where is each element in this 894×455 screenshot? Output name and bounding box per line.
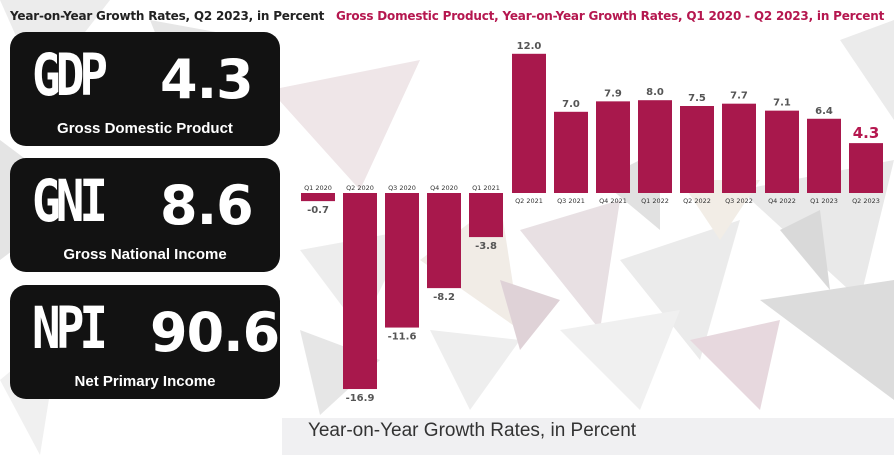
gni-abbreviation: GNI <box>32 167 108 235</box>
bottom-caption: Year-on-Year Growth Rates, in Percent <box>307 420 637 441</box>
chart-title: Gross Domestic Product, Year-on-Year Gro… <box>336 9 885 23</box>
value-label: -11.6 <box>388 332 417 343</box>
gdp-abbreviation: GDP <box>32 41 108 109</box>
bar-q2-2020 <box>343 193 377 390</box>
value-label: 12.0 <box>517 41 542 52</box>
value-label: -16.9 <box>346 393 375 404</box>
value-label: 7.1 <box>773 98 791 109</box>
bar-q3-2021 <box>554 111 588 193</box>
npi-abbreviation: NPI <box>32 294 108 362</box>
value-label: 7.7 <box>730 91 748 102</box>
gni-value: 8.6 <box>160 174 254 237</box>
gdp-value: 4.3 <box>160 48 254 111</box>
value-label: 8.0 <box>646 87 664 98</box>
bar-q1-2021 <box>469 193 503 238</box>
value-label: -0.7 <box>307 205 329 216</box>
bar-q2-2023 <box>849 143 883 193</box>
bar-q3-2022 <box>722 103 756 193</box>
category-label: Q4 2021 <box>599 197 627 205</box>
category-label: Q1 2023 <box>810 197 838 205</box>
npi-value: 90.6 <box>150 301 280 364</box>
category-label: Q3 2020 <box>388 184 416 192</box>
category-label: Q2 2020 <box>346 184 374 192</box>
category-label: Q2 2021 <box>515 197 543 205</box>
category-label: Q4 2020 <box>430 184 458 192</box>
value-label: 6.4 <box>815 106 833 117</box>
bar-q2-2021 <box>512 53 546 193</box>
value-label: 7.9 <box>604 88 622 99</box>
npi-card: NPI 90.6 Net Primary Income <box>10 285 280 399</box>
category-label: Q3 2021 <box>557 197 585 205</box>
value-label: 4.3 <box>853 124 880 142</box>
bottom-band <box>282 418 894 455</box>
category-label: Q1 2022 <box>641 197 669 205</box>
category-label: Q4 2022 <box>768 197 796 205</box>
value-label: -8.2 <box>433 292 455 303</box>
gdp-card: GDP 4.3 Gross Domestic Product <box>10 32 280 146</box>
gni-label: Gross National Income <box>63 246 227 263</box>
value-label: 7.5 <box>688 93 706 104</box>
bar-q4-2022 <box>765 110 799 193</box>
bar-q1-2023 <box>807 118 841 193</box>
value-label: -3.8 <box>475 241 497 252</box>
value-label: 7.0 <box>562 99 580 110</box>
category-label: Q1 2020 <box>304 184 332 192</box>
bar-q1-2020 <box>301 193 335 202</box>
bar-q1-2022 <box>638 100 672 193</box>
bar-q4-2021 <box>596 101 630 193</box>
gdp-label: Gross Domestic Product <box>57 120 233 137</box>
gni-card: GNI 8.6 Gross National Income <box>10 158 280 272</box>
category-label: Q2 2023 <box>852 197 880 205</box>
left-panel-title: Year-on-Year Growth Rates, Q2 2023, in P… <box>10 9 325 23</box>
bar-q4-2020 <box>427 193 461 289</box>
category-label: Q3 2022 <box>725 197 753 205</box>
bar-q3-2020 <box>385 193 419 328</box>
npi-label: Net Primary Income <box>74 373 216 390</box>
bar-q2-2022 <box>680 106 714 193</box>
category-label: Q2 2022 <box>683 197 711 205</box>
category-label: Q1 2021 <box>472 184 500 192</box>
